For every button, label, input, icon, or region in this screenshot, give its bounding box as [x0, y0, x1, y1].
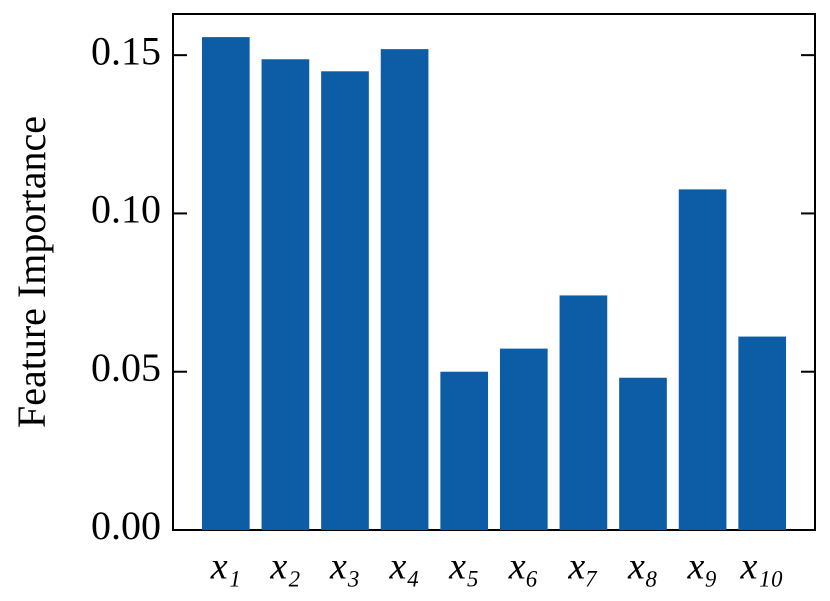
- x-tick-label: x₂: [269, 546, 300, 588]
- y-tick-label: 0.00: [91, 503, 161, 548]
- bar: [738, 336, 787, 530]
- y-tick-label: 0.15: [91, 28, 161, 73]
- plot-frame: [172, 13, 816, 531]
- x-tick-label: x₃: [329, 546, 360, 588]
- y-axis-label: Feature Importance: [9, 116, 54, 428]
- bar: [619, 377, 667, 530]
- x-tick-label: x₈: [627, 546, 658, 588]
- x-tick-label: x₄: [389, 546, 420, 588]
- x-tick-label: x₅: [448, 546, 479, 588]
- x-tick-label: x₁₀: [740, 546, 784, 588]
- bar: [499, 348, 548, 530]
- bar: [559, 295, 608, 530]
- x-tick-label: x₇: [567, 546, 598, 588]
- x-tick-label: x₉: [687, 546, 718, 588]
- x-tick-label: x₁: [210, 546, 241, 588]
- y-tick-label: 0.05: [91, 345, 161, 390]
- bar: [440, 371, 489, 530]
- bar: [678, 189, 727, 530]
- bar: [321, 71, 369, 530]
- x-tick-label: x₆: [508, 546, 539, 588]
- bar: [201, 37, 250, 531]
- bar: [261, 59, 310, 531]
- bar: [380, 49, 429, 531]
- y-tick-label: 0.10: [91, 187, 161, 232]
